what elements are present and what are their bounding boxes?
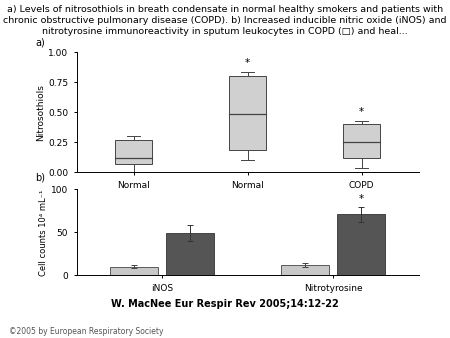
Y-axis label: Cell counts 10⁴ mL⁻¹: Cell counts 10⁴ mL⁻¹: [39, 189, 48, 275]
Bar: [115, 140, 152, 164]
Bar: [343, 124, 380, 158]
Text: a) Levels of nitrosothiols in breath condensate in normal healthy smokers and pa: a) Levels of nitrosothiols in breath con…: [3, 5, 447, 36]
Bar: [166, 233, 214, 275]
Text: b): b): [36, 172, 45, 183]
Bar: [281, 265, 328, 275]
Text: *: *: [359, 194, 364, 204]
Text: a): a): [36, 38, 45, 48]
Bar: [338, 214, 385, 275]
Y-axis label: Nitrosothiols: Nitrosothiols: [36, 84, 45, 141]
Bar: [229, 76, 266, 150]
Text: *: *: [245, 58, 250, 68]
Bar: [110, 267, 158, 275]
Text: ©2005 by European Respiratory Society: ©2005 by European Respiratory Society: [9, 327, 163, 336]
Text: *: *: [359, 107, 364, 117]
Text: W. MacNee Eur Respir Rev 2005;14:12-22: W. MacNee Eur Respir Rev 2005;14:12-22: [111, 299, 339, 309]
